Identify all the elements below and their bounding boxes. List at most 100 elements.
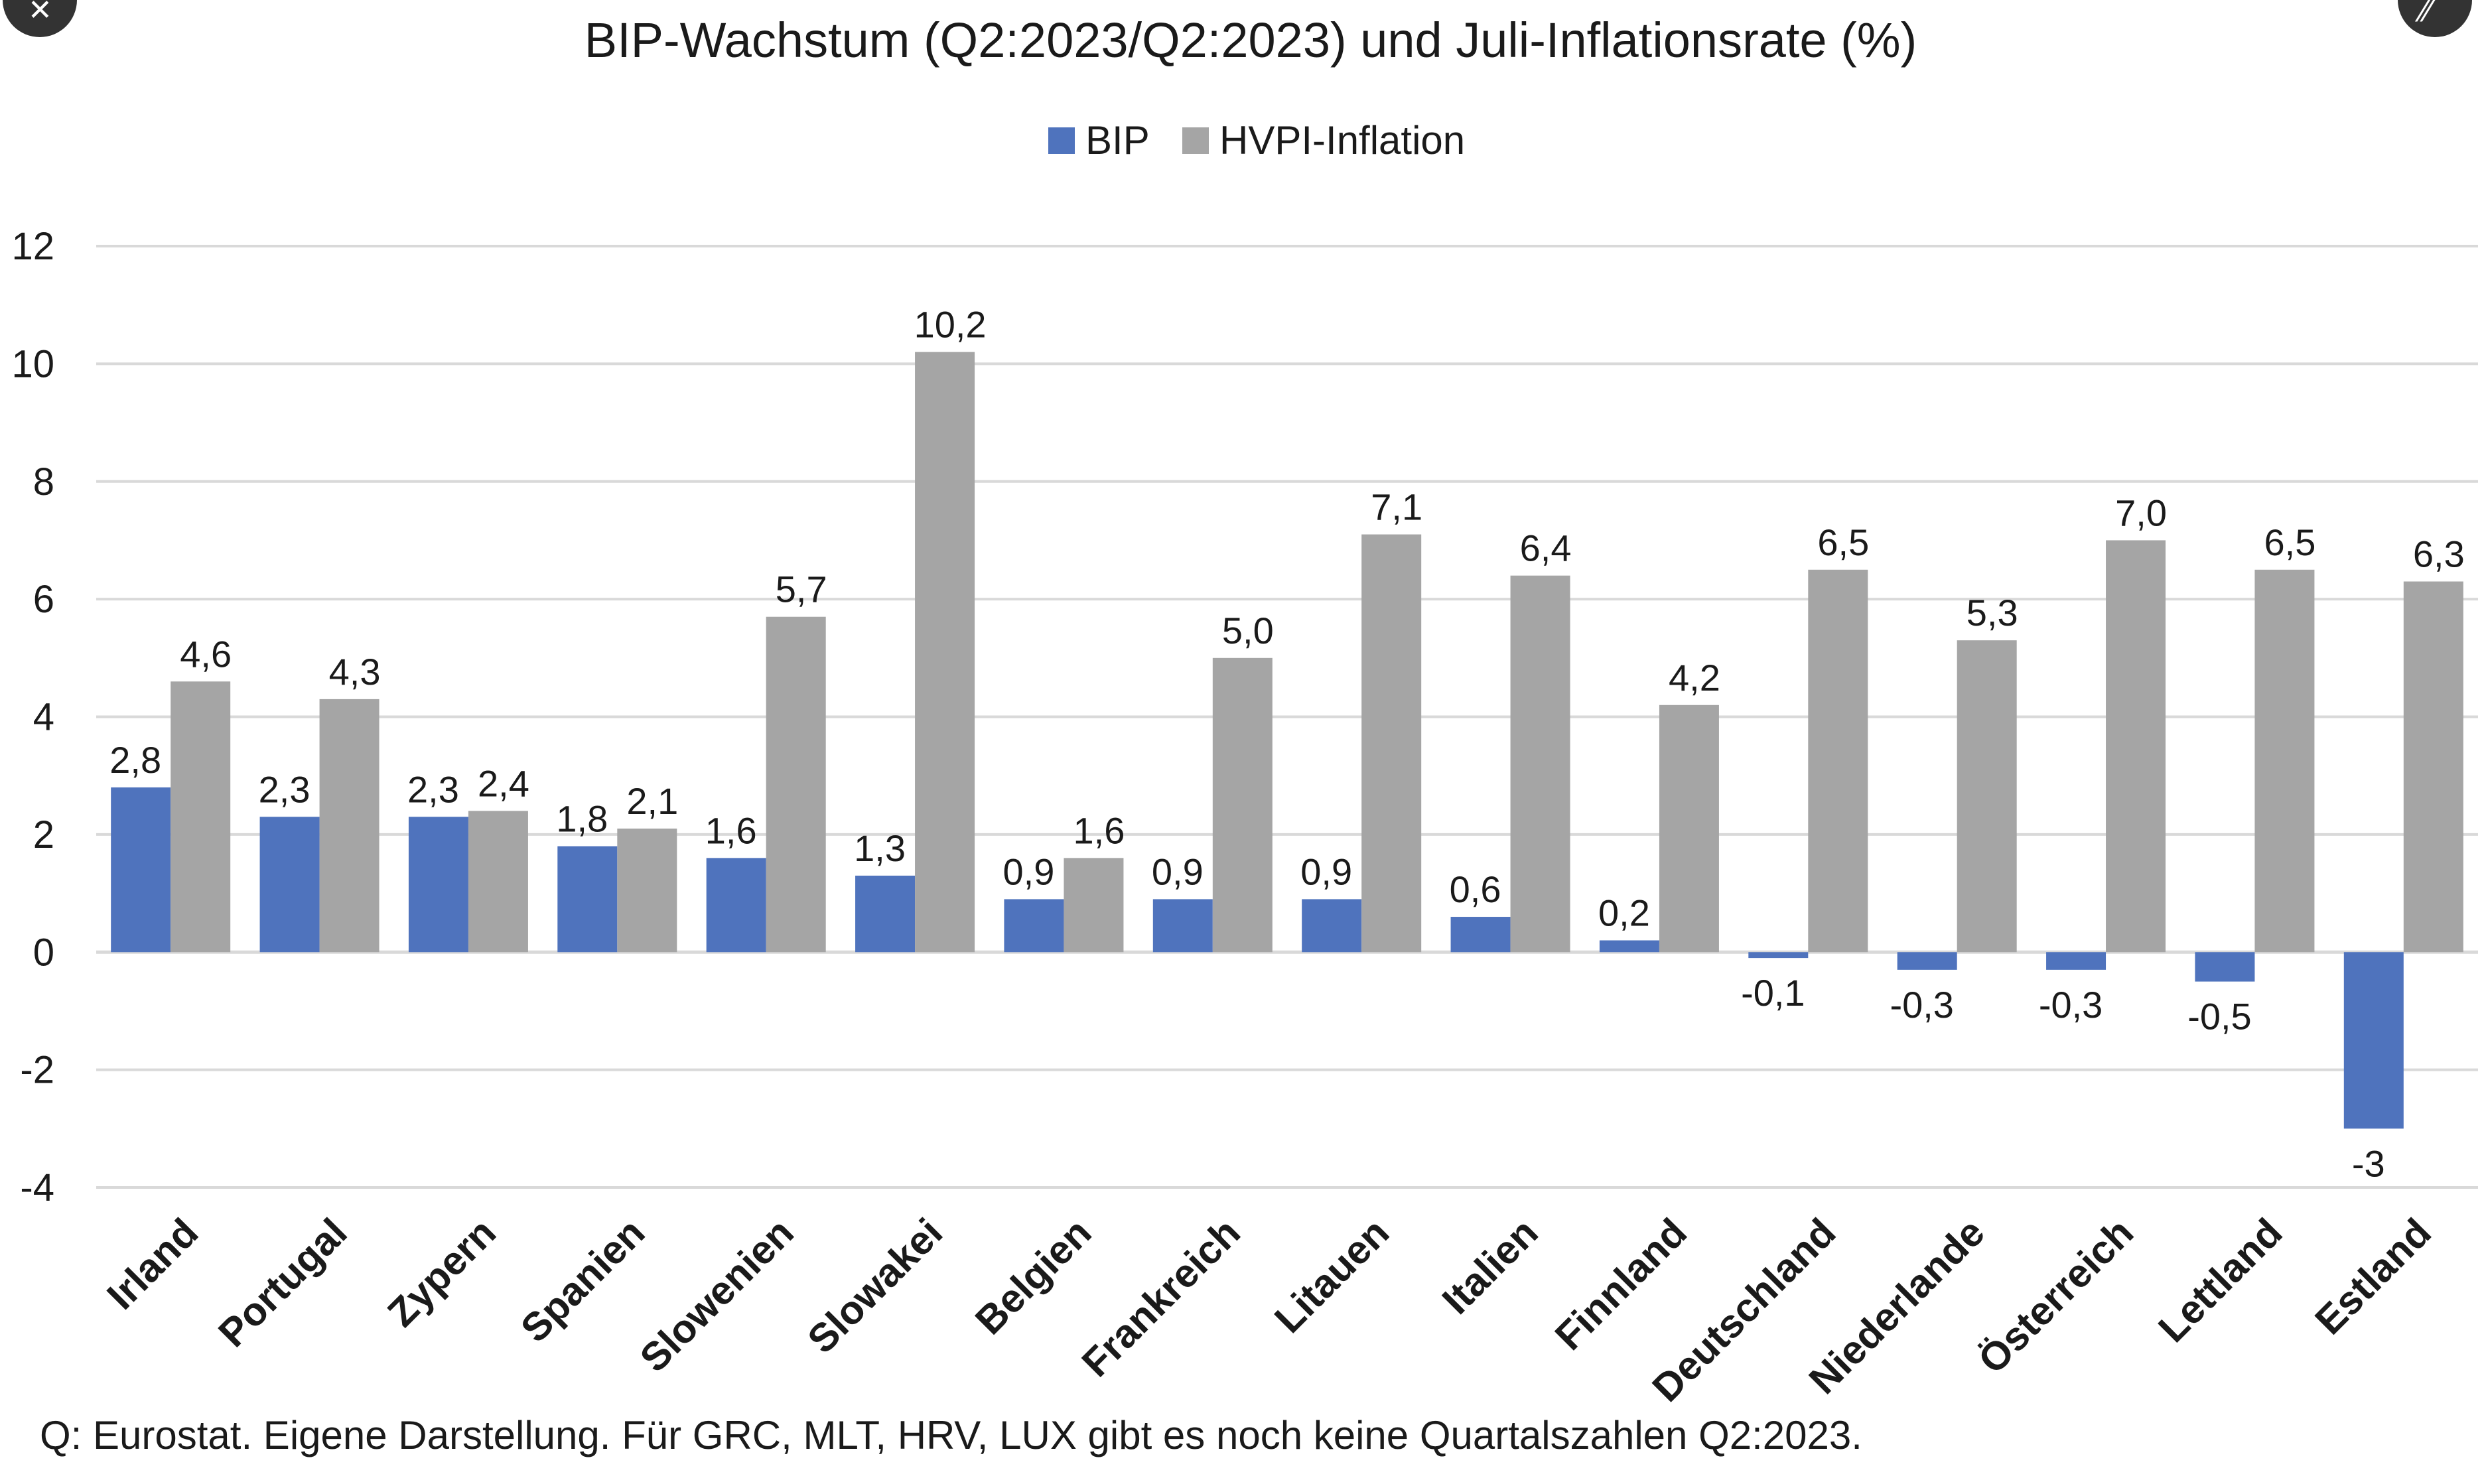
inflation-data-label: 7,1 — [1371, 486, 1422, 528]
inflation-data-label: 2,4 — [478, 762, 529, 804]
bars-layer — [111, 352, 2463, 1129]
inflation-bar — [1064, 858, 1124, 953]
y-axis: -4 -2 0 2 4 6 8 10 12 — [11, 225, 54, 1209]
x-tick-label: Finnland — [1547, 1210, 1695, 1359]
bip-bar — [557, 846, 618, 953]
bip-bar — [1897, 952, 1957, 970]
bip-data-label: -0,3 — [2039, 984, 2103, 1026]
inflation-data-label: 6,5 — [2264, 521, 2316, 563]
inflation-bar — [468, 811, 528, 953]
y-tick-label: -2 — [20, 1049, 54, 1092]
legend-label-inflation: HVPI-Inflation — [1219, 118, 1465, 163]
legend-swatch-inflation — [1182, 127, 1209, 154]
inflation-bar — [1808, 569, 1868, 953]
y-tick-label: 12 — [11, 225, 54, 268]
inflation-data-label: 1,6 — [1073, 809, 1125, 851]
chart-title: BIP-Wachstum (Q2:2023/Q2:2023) und Juli-… — [585, 13, 1917, 68]
bip-data-label: 0,6 — [1450, 868, 1501, 910]
inflation-data-label: 6,4 — [1520, 527, 1572, 569]
x-tick-label: Slowenien — [632, 1210, 802, 1381]
legend: BIP HVPI-Inflation — [1048, 118, 1465, 163]
bip-data-label: -0,3 — [1890, 984, 1954, 1026]
y-tick-label: -4 — [20, 1166, 54, 1209]
expand-icon: ⁄⁄ — [2420, 0, 2430, 29]
data-labels-layer: 2,8 4,6 2,3 4,3 2,3 2,4 1,8 2,1 1,6 5,7 1,3 10,2 0,9… — [109, 304, 2464, 1185]
bip-bar — [1450, 917, 1511, 953]
inflation-bar — [1659, 705, 1719, 953]
x-tick-label: Zypern — [379, 1210, 504, 1335]
inflation-bar — [617, 829, 677, 953]
inflation-data-label: 6,5 — [1817, 521, 1869, 563]
close-icon: ✕ — [28, 0, 52, 27]
bip-bar — [259, 817, 320, 953]
y-tick-label: 4 — [33, 696, 54, 739]
inflation-data-label: 10,2 — [914, 304, 987, 346]
y-tick-label: 0 — [33, 931, 54, 974]
bip-data-label: -0,1 — [1741, 972, 1805, 1014]
inflation-data-label: 4,2 — [1669, 657, 1720, 699]
bip-bar — [1748, 952, 1809, 959]
inflation-bar — [1957, 640, 2017, 953]
x-tick-label: Belgien — [967, 1210, 1100, 1343]
x-tick-label: Irland — [98, 1210, 206, 1318]
inflation-bar — [1212, 657, 1273, 953]
y-tick-label: 2 — [33, 813, 54, 856]
bip-bar — [1004, 899, 1064, 953]
x-tick-label: Spanien — [512, 1210, 653, 1351]
bip-data-label: -0,5 — [2187, 996, 2252, 1038]
bip-bar — [408, 817, 468, 953]
bip-data-label: 1,3 — [854, 827, 906, 869]
x-tick-label: Lettland — [2150, 1210, 2290, 1351]
inflation-data-label: 5,3 — [1966, 592, 2018, 634]
y-tick-label: 6 — [33, 578, 54, 621]
x-tick-label: Portugal — [210, 1210, 355, 1355]
bip-bar — [1152, 899, 1213, 953]
y-tick-label: 10 — [11, 342, 54, 385]
bip-data-label: 0,2 — [1598, 892, 1650, 934]
bip-data-label: 1,8 — [556, 798, 608, 840]
inflation-data-label: 2,1 — [626, 780, 678, 822]
x-tick-label: Österreich — [1970, 1210, 2142, 1383]
bip-bar — [2343, 952, 2404, 1129]
bip-bar — [706, 858, 766, 953]
inflation-data-label: 4,3 — [329, 651, 381, 693]
bip-data-label: 0,9 — [1300, 850, 1352, 892]
x-tick-label: Litauen — [1266, 1210, 1397, 1341]
bip-bar — [855, 875, 916, 953]
inflation-bar — [2106, 540, 2166, 953]
bip-bar — [2195, 952, 2255, 982]
bip-data-label: 2,3 — [407, 768, 459, 810]
bip-bar — [1302, 899, 1362, 953]
x-tick-label: Slowakei — [799, 1210, 951, 1362]
x-tick-label: Frankreich — [1073, 1210, 1249, 1385]
inflation-bar — [2254, 569, 2315, 953]
inflation-data-label: 5,7 — [776, 569, 827, 610]
bip-data-label: 1,6 — [705, 809, 757, 851]
bip-bar — [1599, 940, 1659, 953]
bip-bar — [111, 787, 171, 953]
source-note: Q: Eurostat. Eigene Darstellung. Für GRC… — [40, 1413, 1862, 1457]
inflation-bar — [171, 681, 231, 953]
bip-data-label: 2,3 — [259, 768, 310, 810]
inflation-data-label: 6,3 — [2413, 533, 2465, 575]
bip-data-label: 0,9 — [1003, 850, 1055, 892]
inflation-bar — [1361, 534, 1422, 953]
bip-data-label: -3 — [2352, 1142, 2385, 1184]
legend-swatch-bip — [1048, 127, 1075, 154]
inflation-bar — [915, 352, 975, 953]
inflation-bar — [319, 699, 380, 953]
inflation-data-label: 7,0 — [2115, 492, 2167, 533]
legend-label-bip: BIP — [1085, 118, 1150, 163]
inflation-data-label: 4,6 — [180, 633, 232, 675]
inflation-data-label: 5,0 — [1222, 610, 1274, 651]
x-axis: Irland Portugal Zypern SpanienSlowenienSlow… — [98, 1210, 2440, 1410]
inflation-bar — [766, 616, 826, 953]
y-tick-label: 8 — [33, 460, 54, 504]
inflation-bar — [1510, 575, 1570, 953]
x-tick-label: Italien — [1434, 1210, 1547, 1323]
bip-bar — [2046, 952, 2106, 970]
bip-data-label: 0,9 — [1152, 850, 1204, 892]
x-tick-label: Estland — [2306, 1210, 2440, 1343]
